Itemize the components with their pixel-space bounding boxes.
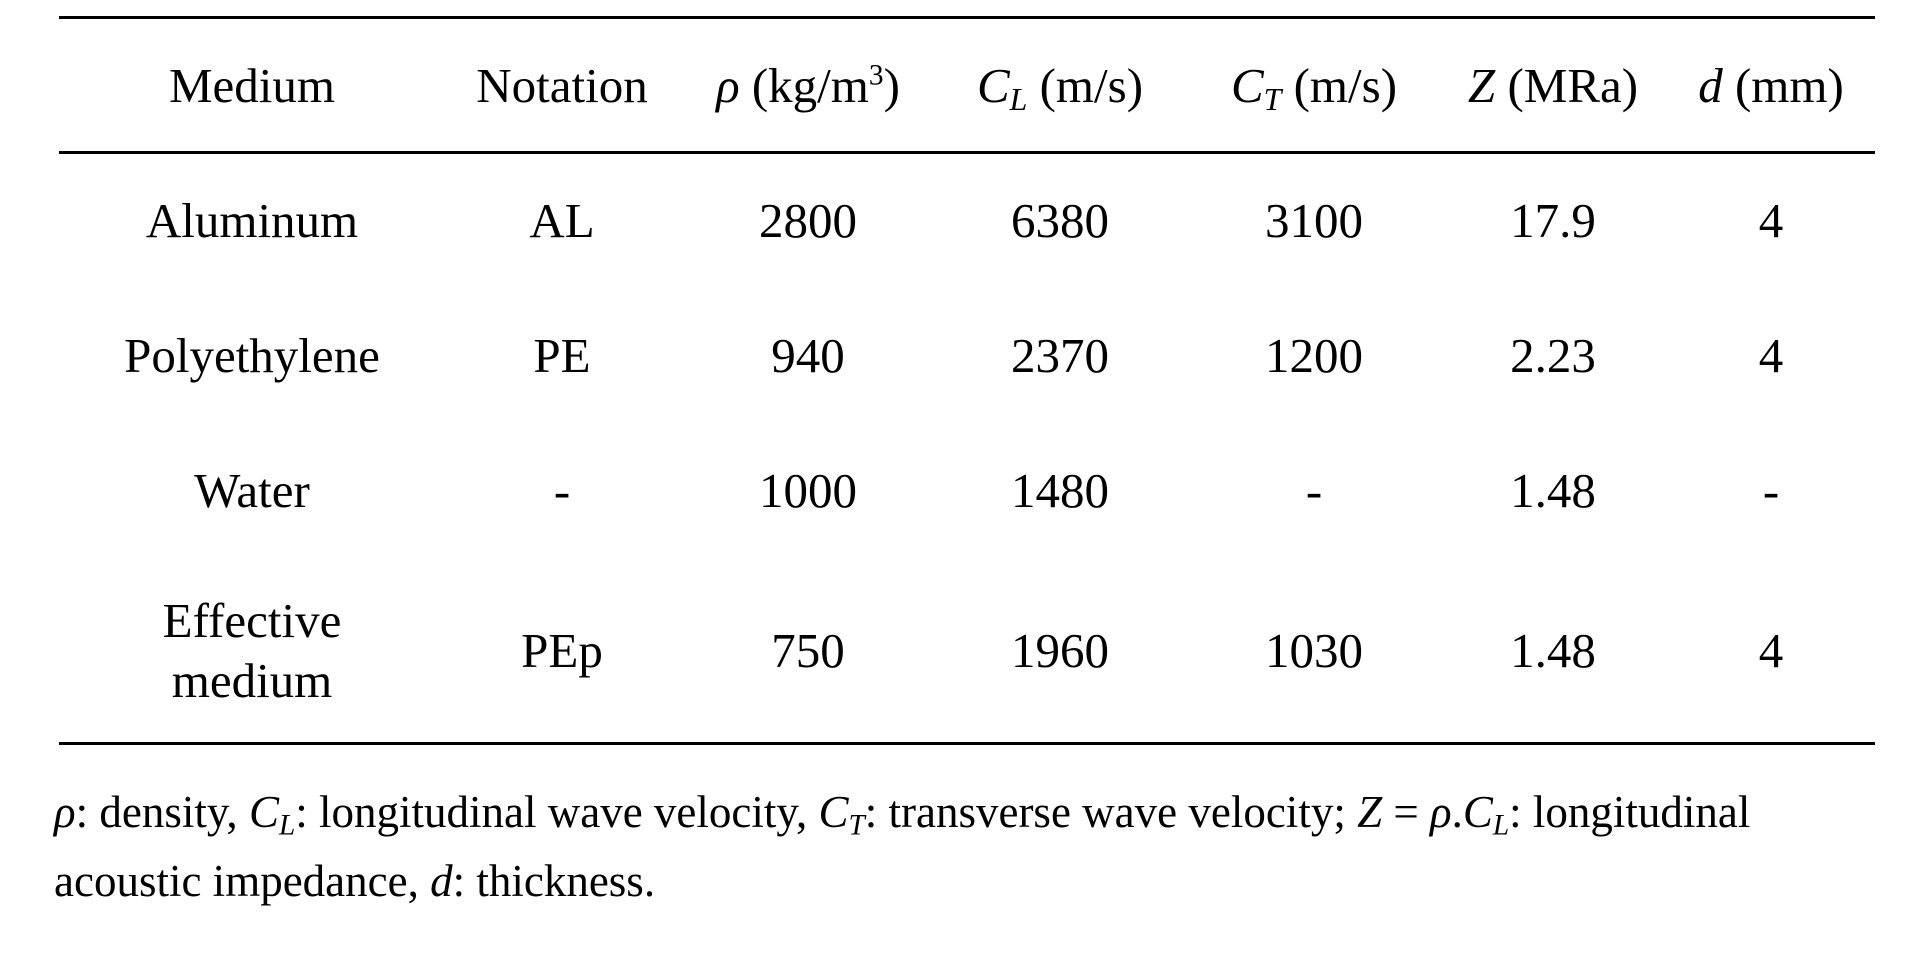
text: (mm) (1722, 58, 1844, 113)
text: : thickness. (452, 856, 656, 906)
italic-text: ρ (54, 787, 76, 837)
italic-text: Z (1357, 787, 1383, 837)
text: : longitudinal wave velocity, (295, 787, 819, 837)
table-cell: 1960 (1011, 623, 1109, 678)
table-cell: 750 (771, 623, 845, 678)
italic-text: ρ (716, 58, 740, 113)
italic-text: ρ (1430, 787, 1452, 837)
italic-text: C (248, 787, 279, 837)
text: (MRa) (1495, 58, 1639, 113)
table-cell: - (1305, 463, 1323, 518)
table-cell: 940 (771, 328, 845, 383)
footnote: ρ: density, CL: longitudinal wave veloci… (54, 778, 1884, 916)
header-cell: ρ (kg/m3) (716, 56, 900, 116)
text: . (1451, 787, 1463, 837)
header-cell: Medium (169, 56, 335, 116)
header-cell: d (mm) (1698, 56, 1844, 116)
italic-text: C (818, 787, 849, 837)
italic-text: d (1698, 58, 1723, 113)
table-cell: Effective medium (162, 593, 342, 708)
subscript: T (1263, 81, 1282, 117)
text: : longitudinal acoustic impedance, (54, 787, 1751, 906)
italic-text: C (1462, 787, 1493, 837)
text: = (1382, 787, 1430, 837)
top-rule (59, 16, 1875, 19)
header-cell: Notation (476, 56, 647, 116)
subscript: L (278, 809, 296, 842)
header-rule (59, 151, 1875, 154)
table-cell: 4 (1758, 623, 1784, 678)
table-cell: Aluminum (145, 193, 359, 248)
table-cell: 4 (1758, 328, 1784, 383)
table-cell: AL (529, 193, 595, 248)
header-cell: CL (m/s) (977, 56, 1143, 116)
table-cell: 1.48 (1510, 623, 1596, 678)
header-cell: CT (m/s) (1231, 56, 1397, 116)
table-cell: 1200 (1265, 328, 1363, 383)
italic-text: Z (1467, 58, 1496, 113)
bottom-rule (59, 742, 1875, 745)
text: (m/s) (1027, 58, 1144, 113)
text: ) (883, 58, 900, 113)
header-cell: Z (MRa) (1468, 56, 1638, 116)
table-cell: 17.9 (1510, 193, 1596, 248)
italic-text: C (1230, 58, 1264, 113)
table-cell: 2.23 (1510, 328, 1596, 383)
table-cell: - (1762, 463, 1780, 518)
text: : transverse wave velocity; (864, 787, 1358, 837)
superscript: 3 (868, 59, 884, 92)
italic-text: C (976, 58, 1010, 113)
table-cell: 2800 (759, 193, 857, 248)
table-cell: PEp (521, 623, 603, 678)
text: : density, (75, 787, 249, 837)
table-cell: 4 (1758, 193, 1784, 248)
subscript: L (1492, 809, 1510, 842)
table-cell: 1030 (1265, 623, 1363, 678)
table-cell: 1.48 (1510, 463, 1596, 518)
subscript: T (848, 809, 865, 842)
text: (m/s) (1281, 58, 1398, 113)
table-cell: Water (194, 463, 310, 518)
table-cell: - (553, 463, 571, 518)
table-cell: 6380 (1011, 193, 1109, 248)
table-cell: 3100 (1265, 193, 1363, 248)
table-cell: PE (533, 328, 591, 383)
italic-text: d (430, 856, 453, 906)
table-cell: 1000 (759, 463, 857, 518)
table-cell: Polyethylene (124, 328, 380, 383)
table-cell: 2370 (1011, 328, 1109, 383)
table-cell: 1480 (1011, 463, 1109, 518)
text: Notation (476, 58, 648, 113)
subscript: L (1009, 81, 1028, 117)
text: Medium (168, 58, 336, 113)
text: (kg/m (739, 58, 869, 113)
